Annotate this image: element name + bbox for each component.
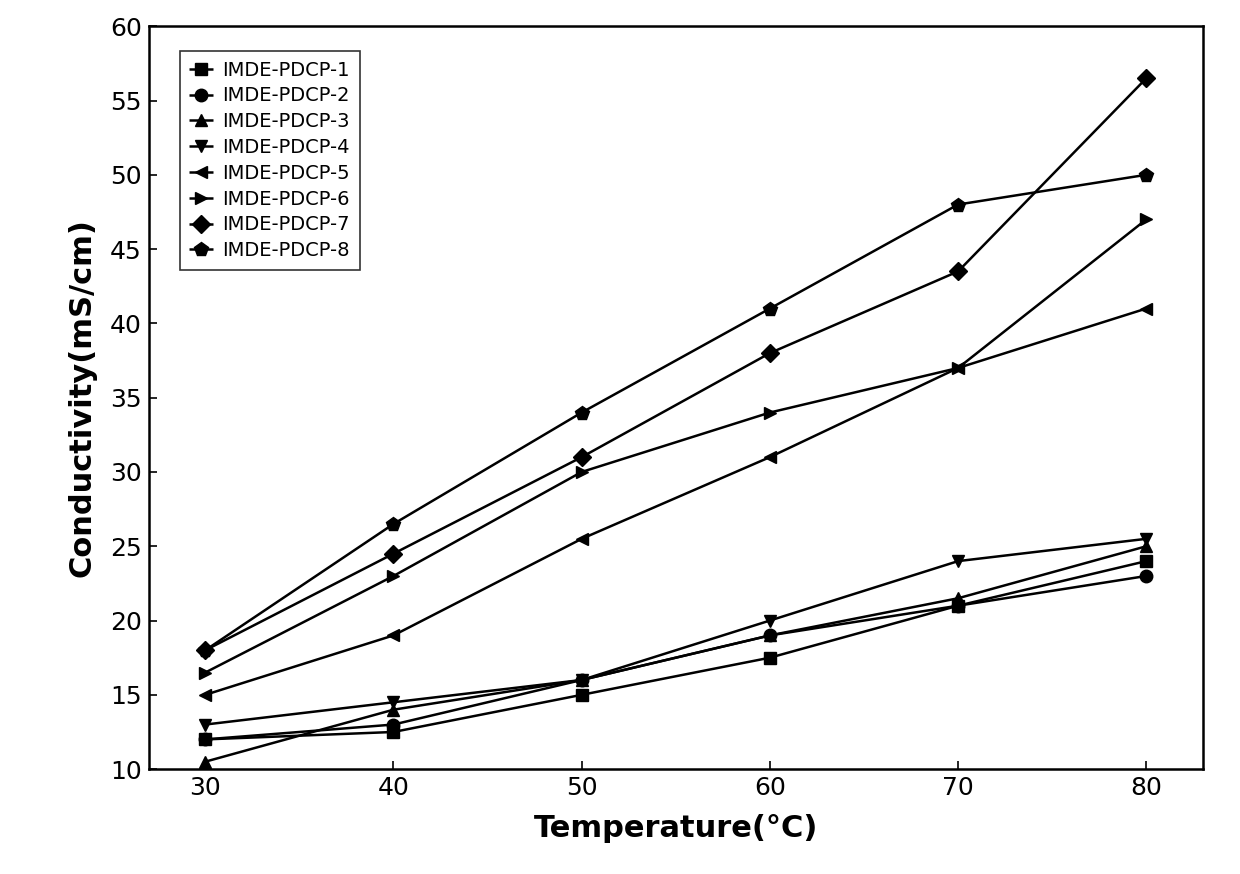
IMDE-PDCP-7 xyxy=(198,645,213,656)
Line: IMDE-PDCP-1: IMDE-PDCP-1 xyxy=(198,555,1153,746)
IMDE-PDCP-7 xyxy=(386,549,401,559)
X-axis label: Temperature(°C): Temperature(°C) xyxy=(533,814,818,843)
IMDE-PDCP-7 xyxy=(763,348,777,358)
IMDE-PDCP-8 xyxy=(951,199,966,210)
IMDE-PDCP-6 xyxy=(1138,214,1153,225)
IMDE-PDCP-8 xyxy=(386,518,401,529)
IMDE-PDCP-1 xyxy=(951,600,966,611)
IMDE-PDCP-4 xyxy=(574,675,589,685)
IMDE-PDCP-1 xyxy=(574,690,589,700)
IMDE-PDCP-3 xyxy=(386,704,401,715)
IMDE-PDCP-1 xyxy=(386,727,401,738)
IMDE-PDCP-6 xyxy=(198,668,213,678)
Line: IMDE-PDCP-4: IMDE-PDCP-4 xyxy=(198,532,1153,731)
IMDE-PDCP-4 xyxy=(198,719,213,730)
IMDE-PDCP-7 xyxy=(951,267,966,277)
IMDE-PDCP-5 xyxy=(951,363,966,373)
IMDE-PDCP-3 xyxy=(198,756,213,767)
Line: IMDE-PDCP-2: IMDE-PDCP-2 xyxy=(198,570,1153,746)
IMDE-PDCP-1 xyxy=(763,652,777,663)
IMDE-PDCP-6 xyxy=(386,571,401,581)
IMDE-PDCP-3 xyxy=(574,675,589,685)
IMDE-PDCP-2 xyxy=(951,600,966,611)
IMDE-PDCP-8 xyxy=(198,645,213,656)
IMDE-PDCP-4 xyxy=(951,556,966,566)
Line: IMDE-PDCP-5: IMDE-PDCP-5 xyxy=(198,302,1153,701)
Line: IMDE-PDCP-3: IMDE-PDCP-3 xyxy=(198,540,1153,768)
IMDE-PDCP-1 xyxy=(198,734,213,745)
IMDE-PDCP-2 xyxy=(198,734,213,745)
Line: IMDE-PDCP-8: IMDE-PDCP-8 xyxy=(198,168,1153,657)
IMDE-PDCP-3 xyxy=(1138,541,1153,551)
IMDE-PDCP-1 xyxy=(1138,556,1153,566)
IMDE-PDCP-8 xyxy=(1138,170,1153,180)
Line: IMDE-PDCP-6: IMDE-PDCP-6 xyxy=(198,213,1153,679)
IMDE-PDCP-8 xyxy=(763,303,777,314)
IMDE-PDCP-8 xyxy=(574,407,589,418)
IMDE-PDCP-5 xyxy=(386,630,401,641)
IMDE-PDCP-7 xyxy=(574,452,589,462)
IMDE-PDCP-6 xyxy=(763,407,777,418)
IMDE-PDCP-7 xyxy=(1138,73,1153,84)
IMDE-PDCP-2 xyxy=(386,719,401,730)
IMDE-PDCP-2 xyxy=(574,675,589,685)
IMDE-PDCP-3 xyxy=(763,630,777,641)
IMDE-PDCP-5 xyxy=(574,533,589,544)
IMDE-PDCP-5 xyxy=(763,452,777,462)
IMDE-PDCP-3 xyxy=(951,593,966,604)
IMDE-PDCP-6 xyxy=(951,363,966,373)
IMDE-PDCP-4 xyxy=(763,615,777,626)
IMDE-PDCP-4 xyxy=(1138,533,1153,544)
IMDE-PDCP-2 xyxy=(763,630,777,641)
Legend: IMDE-PDCP-1, IMDE-PDCP-2, IMDE-PDCP-3, IMDE-PDCP-4, IMDE-PDCP-5, IMDE-PDCP-6, IM: IMDE-PDCP-1, IMDE-PDCP-2, IMDE-PDCP-3, I… xyxy=(180,51,360,270)
IMDE-PDCP-5 xyxy=(1138,303,1153,314)
Y-axis label: Conductivity(mS/cm): Conductivity(mS/cm) xyxy=(67,218,95,577)
IMDE-PDCP-2 xyxy=(1138,571,1153,581)
Line: IMDE-PDCP-7: IMDE-PDCP-7 xyxy=(198,72,1153,656)
IMDE-PDCP-4 xyxy=(386,697,401,708)
IMDE-PDCP-5 xyxy=(198,690,213,700)
IMDE-PDCP-6 xyxy=(574,467,589,477)
